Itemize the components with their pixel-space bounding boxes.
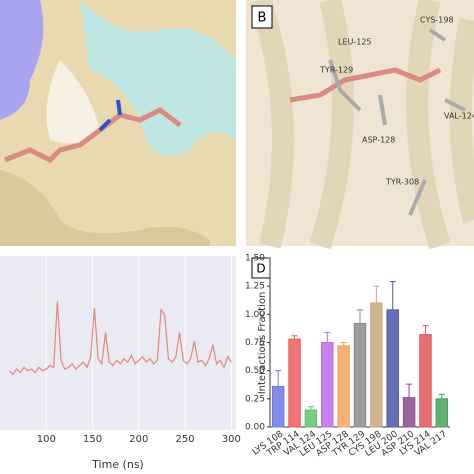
ligand xyxy=(289,67,442,103)
error-bar xyxy=(324,331,331,343)
panel-label-box xyxy=(251,5,273,29)
y-tick-label: 0.50 xyxy=(245,366,265,376)
y-axis-label: Interactions Fraction xyxy=(257,292,268,395)
error-bar xyxy=(340,342,347,346)
error-bar xyxy=(275,370,282,387)
x-axis-label: Time (ns) xyxy=(91,458,144,471)
bar xyxy=(402,397,416,428)
surface xyxy=(46,60,100,144)
error-bar xyxy=(291,335,298,340)
residue-label: ASP-128 xyxy=(362,136,395,145)
bar xyxy=(370,302,383,428)
error-bar xyxy=(373,285,380,304)
error-bar xyxy=(438,393,445,399)
panel-label: D xyxy=(256,262,265,276)
surface xyxy=(80,0,236,156)
surface xyxy=(0,170,210,246)
x-tick-label: 250 xyxy=(176,434,195,445)
bar xyxy=(288,338,301,428)
ligand xyxy=(4,107,182,164)
residue xyxy=(328,28,466,216)
bar xyxy=(271,385,285,428)
error-bar xyxy=(307,406,314,411)
residue-label: CYS-198 xyxy=(420,16,454,25)
bar xyxy=(304,409,318,428)
x-tick-label: 300 xyxy=(222,434,241,445)
residue-label: VAL-124 xyxy=(444,112,474,121)
error-bar xyxy=(357,309,363,324)
error-bar xyxy=(389,281,396,310)
panel-a xyxy=(0,0,236,246)
y-tick-label: 0.25 xyxy=(245,394,265,404)
y-tick-label: 1.50 xyxy=(245,254,265,264)
bar xyxy=(321,342,334,428)
bar xyxy=(419,334,432,428)
panel-label: B xyxy=(258,11,267,26)
ligand xyxy=(98,99,122,132)
y-tick-label: 1.25 xyxy=(245,282,265,292)
panel-c: Time (ns) 100 150 200 250 300 xyxy=(0,256,241,471)
bar xyxy=(386,309,399,428)
error-bar xyxy=(422,325,429,335)
residue-label: LEU-125 xyxy=(338,38,372,47)
panel-d: D Interactions Fraction 0.00 0.25 0.50 0.75… xyxy=(245,254,450,459)
error-bar xyxy=(406,383,413,398)
y-tick-label: 1.00 xyxy=(245,310,265,320)
bar xyxy=(353,322,367,428)
data-line xyxy=(8,301,232,376)
panel-b: B CYS-198 LEU-125 TYR-129 VAL-124 ASP-12… xyxy=(246,0,474,250)
plot-background xyxy=(0,256,236,430)
residue-label: TYR-308 xyxy=(385,178,419,187)
y-tick-label: 0.00 xyxy=(245,423,265,433)
bar xyxy=(435,398,449,428)
x-tick-label: 100 xyxy=(37,434,56,445)
x-tick-label: 200 xyxy=(129,434,148,445)
residue-label: TYR-129 xyxy=(319,66,353,75)
bar xyxy=(337,345,350,428)
ribbon xyxy=(249,0,474,250)
y-tick-label: 0.75 xyxy=(245,338,265,348)
x-tick-label: 150 xyxy=(83,434,102,445)
